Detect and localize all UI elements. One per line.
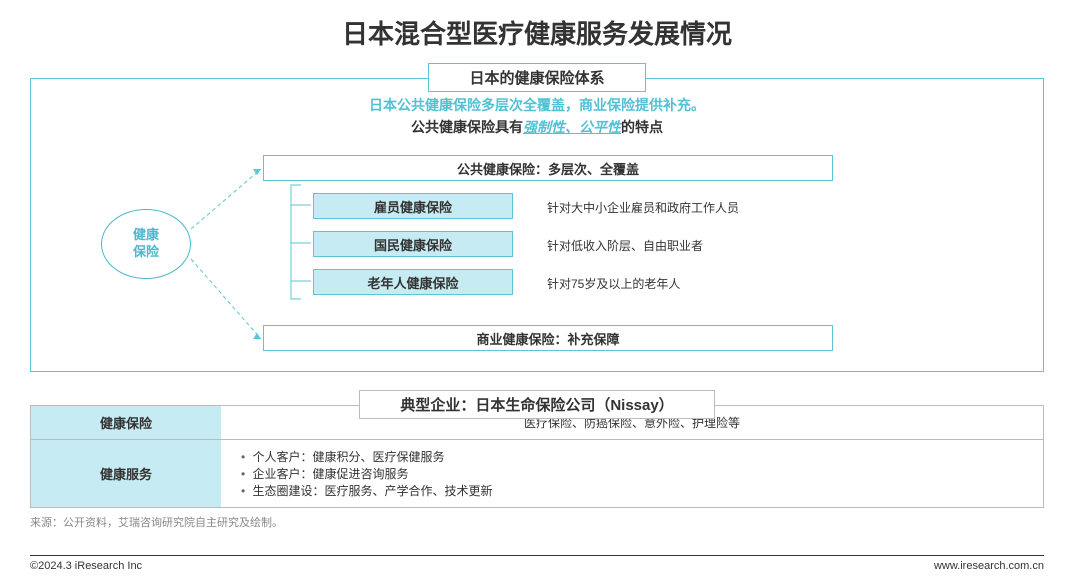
footer-left: ©2024.3 iResearch Inc (30, 560, 142, 572)
row2-label: 健康服务 (31, 440, 221, 507)
insurance-diagram: 健康 保险 公共健康保险：多层次、全覆盖 雇员健康保险 针对大中小企业雇员和政府… (51, 149, 1023, 359)
subtitle-line1: 日本公共健康保险多层次全覆盖，商业保险提供补充。 (51, 95, 1023, 115)
source-text: 来源：公开资料，艾瑞咨询研究院自主研究及绘制。 (30, 514, 1044, 530)
commercial-insurance-box: 商业健康保险：补充保障 (263, 325, 833, 351)
row-desc-1: 针对低收入阶层、自由职业者 (547, 237, 703, 254)
row-label-1: 国民健康保险 (313, 231, 513, 257)
row2-value: 个人客户：健康积分、医疗保健服务 企业客户：健康促进咨询服务 生态圈建设：医疗服… (221, 440, 1043, 507)
section1-box: 日本公共健康保险多层次全覆盖，商业保险提供补充。 公共健康保险具有强制性、公平性… (30, 78, 1044, 372)
page-title: 日本混合型医疗健康服务发展情况 (0, 0, 1074, 61)
row-desc-0: 针对大中小企业雇员和政府工作人员 (547, 199, 739, 216)
table-row: 健康服务 个人客户：健康积分、医疗保健服务 企业客户：健康促进咨询服务 生态圈建… (31, 439, 1043, 507)
root-oval: 健康 保险 (101, 209, 191, 279)
row-label-2: 老年人健康保险 (313, 269, 513, 295)
section1-title: 日本的健康保险体系 (428, 63, 645, 92)
company-table: 健康保险 医疗保险、防癌保险、意外险、护理险等 健康服务 个人客户：健康积分、医… (30, 405, 1044, 508)
footer-right: www.iresearch.com.cn (934, 560, 1044, 572)
section2-title: 典型企业：日本生命保险公司（Nissay） (359, 390, 714, 419)
subtitle-line2: 公共健康保险具有强制性、公平性的特点 (51, 117, 1023, 137)
row-label-0: 雇员健康保险 (313, 193, 513, 219)
public-insurance-box: 公共健康保险：多层次、全覆盖 (263, 155, 833, 181)
row-desc-2: 针对75岁及以上的老年人 (547, 275, 680, 292)
